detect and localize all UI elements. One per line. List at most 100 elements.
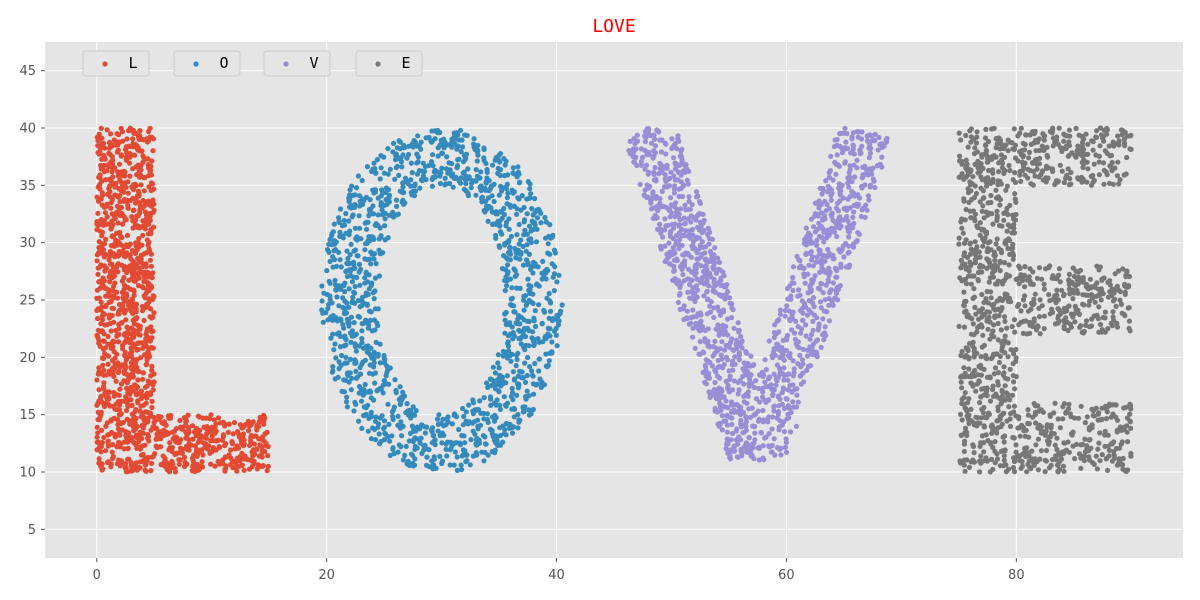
data-point	[981, 342, 988, 348]
data-point	[341, 325, 347, 331]
data-point	[492, 382, 498, 388]
data-point	[484, 380, 490, 386]
data-point	[130, 166, 136, 172]
data-point	[163, 429, 169, 436]
data-point	[810, 318, 816, 324]
data-point	[351, 320, 357, 326]
data-point	[797, 352, 803, 358]
data-point	[371, 256, 377, 262]
data-point	[800, 370, 806, 376]
data-point	[200, 415, 206, 421]
data-point	[492, 221, 498, 227]
data-point	[134, 213, 140, 219]
data-point	[962, 405, 968, 411]
data-point	[387, 166, 393, 172]
data-point	[717, 267, 723, 273]
data-point	[809, 240, 816, 246]
data-point	[657, 243, 664, 249]
data-point	[534, 226, 540, 232]
data-point	[399, 164, 405, 170]
data-point	[725, 289, 731, 295]
data-point	[790, 358, 796, 364]
data-point	[356, 418, 362, 424]
data-point	[375, 306, 381, 312]
data-point	[100, 317, 106, 323]
data-point	[111, 213, 118, 220]
data-point	[794, 343, 801, 349]
data-point	[697, 339, 703, 345]
data-point	[385, 401, 391, 407]
data-point	[723, 398, 729, 404]
data-point	[111, 393, 117, 399]
data-point	[553, 332, 559, 338]
data-point	[101, 434, 107, 441]
data-point	[1072, 319, 1078, 325]
data-point	[365, 325, 371, 331]
data-point	[466, 402, 472, 408]
data-point	[400, 423, 406, 429]
data-point	[752, 437, 758, 443]
data-point	[522, 333, 529, 340]
data-point	[1103, 416, 1110, 422]
data-point	[834, 233, 840, 240]
data-point	[999, 340, 1005, 346]
data-point	[718, 282, 724, 289]
data-point	[706, 235, 713, 242]
data-point	[1023, 132, 1029, 138]
data-point	[326, 301, 332, 307]
data-point	[145, 156, 151, 162]
data-point	[817, 185, 823, 191]
data-point	[684, 308, 691, 314]
data-point	[138, 182, 144, 188]
data-point	[371, 349, 377, 355]
data-point	[712, 338, 718, 344]
data-point	[681, 221, 687, 227]
data-point	[850, 244, 857, 250]
data-point	[94, 295, 100, 301]
data-point	[826, 174, 832, 180]
data-point	[110, 288, 116, 294]
data-point	[375, 387, 381, 393]
data-point	[720, 308, 726, 314]
data-point	[693, 320, 699, 327]
data-point	[350, 298, 356, 304]
data-point	[380, 212, 386, 218]
data-point	[836, 181, 842, 187]
data-point	[463, 418, 469, 424]
data-point	[657, 160, 663, 166]
data-point	[956, 235, 962, 241]
data-point	[804, 367, 810, 373]
data-point	[973, 388, 979, 394]
data-point	[422, 430, 428, 436]
data-point	[343, 210, 349, 217]
data-point	[726, 368, 732, 374]
data-point	[454, 454, 460, 460]
data-point	[798, 330, 804, 336]
data-point	[517, 321, 523, 327]
data-point	[406, 438, 412, 444]
data-point	[751, 384, 757, 391]
data-point	[213, 447, 219, 453]
data-point	[362, 247, 368, 253]
data-point	[743, 349, 749, 355]
data-point	[719, 356, 725, 362]
data-point	[392, 377, 398, 383]
data-point	[379, 207, 385, 213]
data-point	[959, 348, 965, 355]
data-point	[330, 313, 336, 319]
data-point	[843, 205, 849, 211]
data-point	[419, 168, 425, 174]
data-point	[963, 281, 970, 287]
data-point	[1097, 143, 1103, 149]
data-point	[460, 422, 466, 428]
data-point	[705, 231, 711, 238]
data-point	[843, 139, 849, 145]
data-point	[98, 321, 104, 327]
data-point	[97, 285, 103, 291]
data-point	[331, 248, 337, 254]
data-point	[167, 440, 173, 446]
data-point	[149, 454, 155, 460]
data-point	[131, 287, 137, 293]
data-point	[434, 416, 441, 422]
data-point	[872, 184, 878, 191]
